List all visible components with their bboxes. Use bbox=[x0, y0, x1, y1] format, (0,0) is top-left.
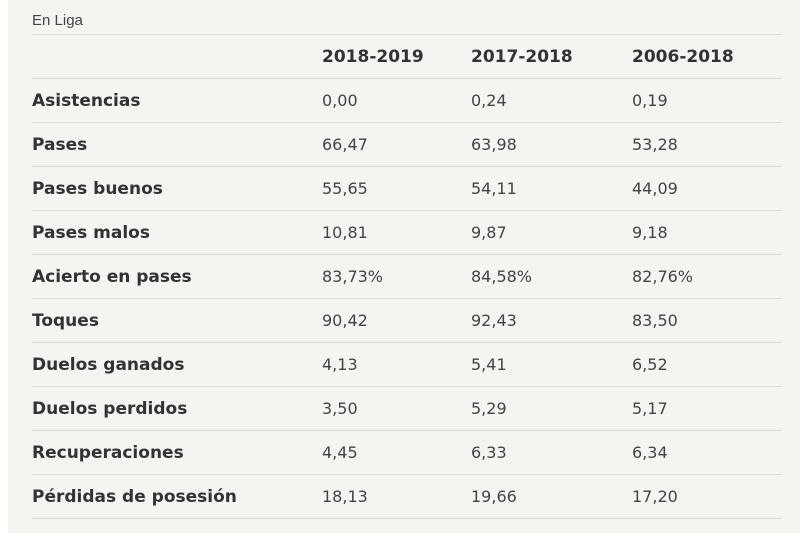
row-label: Duelos ganados bbox=[32, 342, 322, 387]
cell-value: 6,33 bbox=[471, 430, 632, 475]
row-label: Toques bbox=[32, 298, 322, 343]
table-row: Asistencias 0,00 0,24 0,19 bbox=[32, 78, 782, 123]
column-header-season: 2017-2018 bbox=[471, 34, 632, 79]
stats-table: 2018-2019 2017-2018 2006-2018 Asistencia… bbox=[32, 34, 782, 519]
cell-value: 6,34 bbox=[632, 430, 782, 475]
cell-value: 4,45 bbox=[322, 430, 471, 475]
table-row: Pases malos 10,81 9,87 9,18 bbox=[32, 210, 782, 255]
row-label: Asistencias bbox=[32, 78, 322, 123]
cell-value: 54,11 bbox=[471, 166, 632, 211]
table-row: Pases buenos 55,65 54,11 44,09 bbox=[32, 166, 782, 211]
table-row: Acierto en pases 83,73% 84,58% 82,76% bbox=[32, 254, 782, 299]
table-row: Duelos perdidos 3,50 5,29 5,17 bbox=[32, 386, 782, 431]
column-header-season: 2018-2019 bbox=[322, 34, 471, 79]
cell-value: 0,24 bbox=[471, 78, 632, 123]
table-row: Pérdidas de posesión 18,13 19,66 17,20 bbox=[32, 474, 782, 519]
cell-value: 0,19 bbox=[632, 78, 782, 123]
cell-value: 3,50 bbox=[322, 386, 471, 431]
cell-value: 84,58% bbox=[471, 254, 632, 299]
cell-value: 17,20 bbox=[632, 474, 782, 519]
cell-value: 82,76% bbox=[632, 254, 782, 299]
cell-value: 10,81 bbox=[322, 210, 471, 255]
cell-value: 19,66 bbox=[471, 474, 632, 519]
cell-value: 5,29 bbox=[471, 386, 632, 431]
cell-value: 5,17 bbox=[632, 386, 782, 431]
row-label: Acierto en pases bbox=[32, 254, 322, 299]
cell-value: 5,41 bbox=[471, 342, 632, 387]
table-row: Toques 90,42 92,43 83,50 bbox=[32, 298, 782, 343]
cell-value: 0,00 bbox=[322, 78, 471, 123]
header-row: 2018-2019 2017-2018 2006-2018 bbox=[32, 34, 782, 79]
row-label: Duelos perdidos bbox=[32, 386, 322, 431]
cell-value: 92,43 bbox=[471, 298, 632, 343]
row-label: Pases bbox=[32, 122, 322, 167]
cell-value: 44,09 bbox=[632, 166, 782, 211]
cell-value: 83,50 bbox=[632, 298, 782, 343]
table-row: Duelos ganados 4,13 5,41 6,52 bbox=[32, 342, 782, 387]
cell-value: 18,13 bbox=[322, 474, 471, 519]
cell-value: 55,65 bbox=[322, 166, 471, 211]
row-label: Pérdidas de posesión bbox=[32, 474, 322, 519]
cell-value: 6,52 bbox=[632, 342, 782, 387]
table-row: Recuperaciones 4,45 6,33 6,34 bbox=[32, 430, 782, 475]
cell-value: 9,18 bbox=[632, 210, 782, 255]
cell-value: 63,98 bbox=[471, 122, 632, 167]
table-row: Pases 66,47 63,98 53,28 bbox=[32, 122, 782, 167]
cell-value: 83,73% bbox=[322, 254, 471, 299]
row-label: Pases buenos bbox=[32, 166, 322, 211]
cell-value: 90,42 bbox=[322, 298, 471, 343]
cell-value: 53,28 bbox=[632, 122, 782, 167]
column-header-stat bbox=[32, 34, 322, 79]
column-header-season: 2006-2018 bbox=[632, 34, 782, 79]
cell-value: 9,87 bbox=[471, 210, 632, 255]
table-caption: En Liga bbox=[32, 12, 83, 29]
row-label: Pases malos bbox=[32, 210, 322, 255]
cell-value: 66,47 bbox=[322, 122, 471, 167]
row-label: Recuperaciones bbox=[32, 430, 322, 475]
cell-value: 4,13 bbox=[322, 342, 471, 387]
